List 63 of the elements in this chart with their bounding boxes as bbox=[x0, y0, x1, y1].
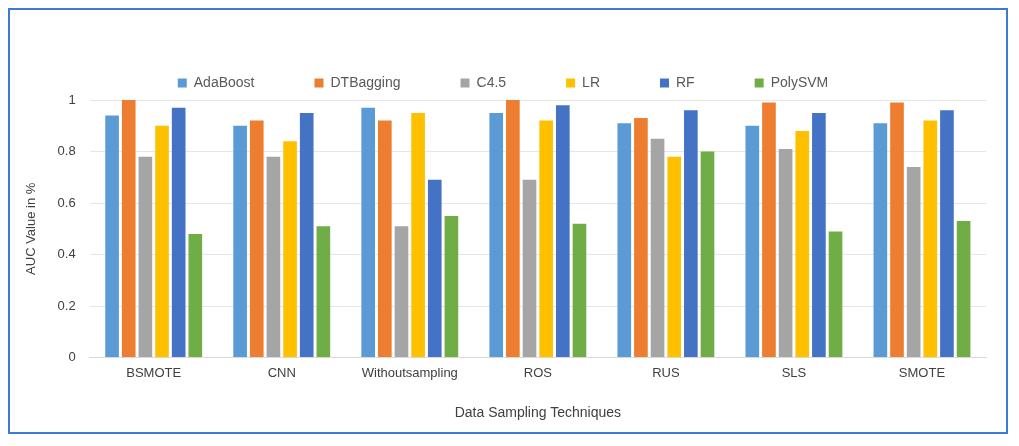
bar bbox=[444, 215, 459, 358]
bar bbox=[572, 223, 587, 358]
bar bbox=[171, 107, 186, 358]
x-tick-label: Withoutsampling bbox=[361, 364, 458, 380]
bar bbox=[828, 231, 843, 358]
x-tick-label: ROS bbox=[523, 364, 553, 380]
bar bbox=[555, 105, 570, 358]
bar bbox=[906, 166, 921, 358]
bar bbox=[188, 233, 203, 358]
bar bbox=[873, 123, 888, 358]
bar bbox=[361, 107, 375, 358]
x-tick-label: BSMOTE bbox=[126, 364, 182, 380]
y-axis-title: AUC Value in % bbox=[23, 182, 39, 275]
y-tick-label: 0.2 bbox=[57, 297, 76, 313]
bar bbox=[634, 118, 648, 358]
legend-label: AdaBoost bbox=[193, 73, 255, 90]
legend-label: LR bbox=[582, 73, 600, 90]
bar bbox=[121, 100, 136, 358]
bar bbox=[940, 110, 954, 358]
bar bbox=[155, 125, 169, 358]
bar bbox=[684, 110, 698, 358]
bar bbox=[489, 112, 504, 358]
legend-label: C4.5 bbox=[476, 73, 507, 90]
y-tick-label: 0.4 bbox=[57, 246, 76, 262]
bar bbox=[923, 120, 938, 358]
bar bbox=[650, 138, 665, 358]
y-tick-label: 1 bbox=[68, 91, 76, 107]
bar bbox=[700, 151, 715, 358]
bar bbox=[762, 102, 776, 358]
x-tick-label: CNN bbox=[267, 364, 296, 380]
x-axis-title: Data Sampling Techniques bbox=[454, 404, 621, 421]
bar bbox=[138, 156, 153, 358]
bar bbox=[299, 112, 314, 358]
x-tick-label: RUS bbox=[652, 364, 680, 380]
x-tick-label: SLS bbox=[781, 364, 807, 380]
bar bbox=[266, 156, 281, 358]
bar bbox=[956, 221, 971, 358]
bar bbox=[105, 115, 119, 358]
bar bbox=[249, 120, 264, 358]
bar bbox=[394, 226, 409, 358]
bar bbox=[522, 179, 537, 358]
bar bbox=[667, 156, 682, 358]
bar bbox=[283, 141, 297, 358]
bar bbox=[316, 226, 331, 358]
y-tick-label: 0.6 bbox=[57, 194, 76, 210]
bar bbox=[890, 102, 904, 358]
bar bbox=[812, 112, 826, 358]
bar bbox=[795, 130, 810, 358]
bar bbox=[411, 112, 425, 358]
bar bbox=[378, 120, 392, 358]
bar bbox=[233, 125, 247, 358]
y-tick-label: 0 bbox=[68, 349, 76, 365]
legend-label: RF bbox=[675, 73, 695, 90]
bar bbox=[506, 100, 520, 358]
bar bbox=[778, 148, 793, 358]
y-tick-label: 0.8 bbox=[57, 143, 76, 159]
bar bbox=[617, 123, 632, 358]
legend-label: DTBagging bbox=[330, 73, 401, 90]
x-tick-label: SMOTE bbox=[898, 364, 946, 380]
legend-label: PolySVM bbox=[770, 73, 829, 90]
bar bbox=[427, 179, 442, 358]
bar bbox=[745, 125, 760, 358]
bar bbox=[539, 120, 553, 358]
